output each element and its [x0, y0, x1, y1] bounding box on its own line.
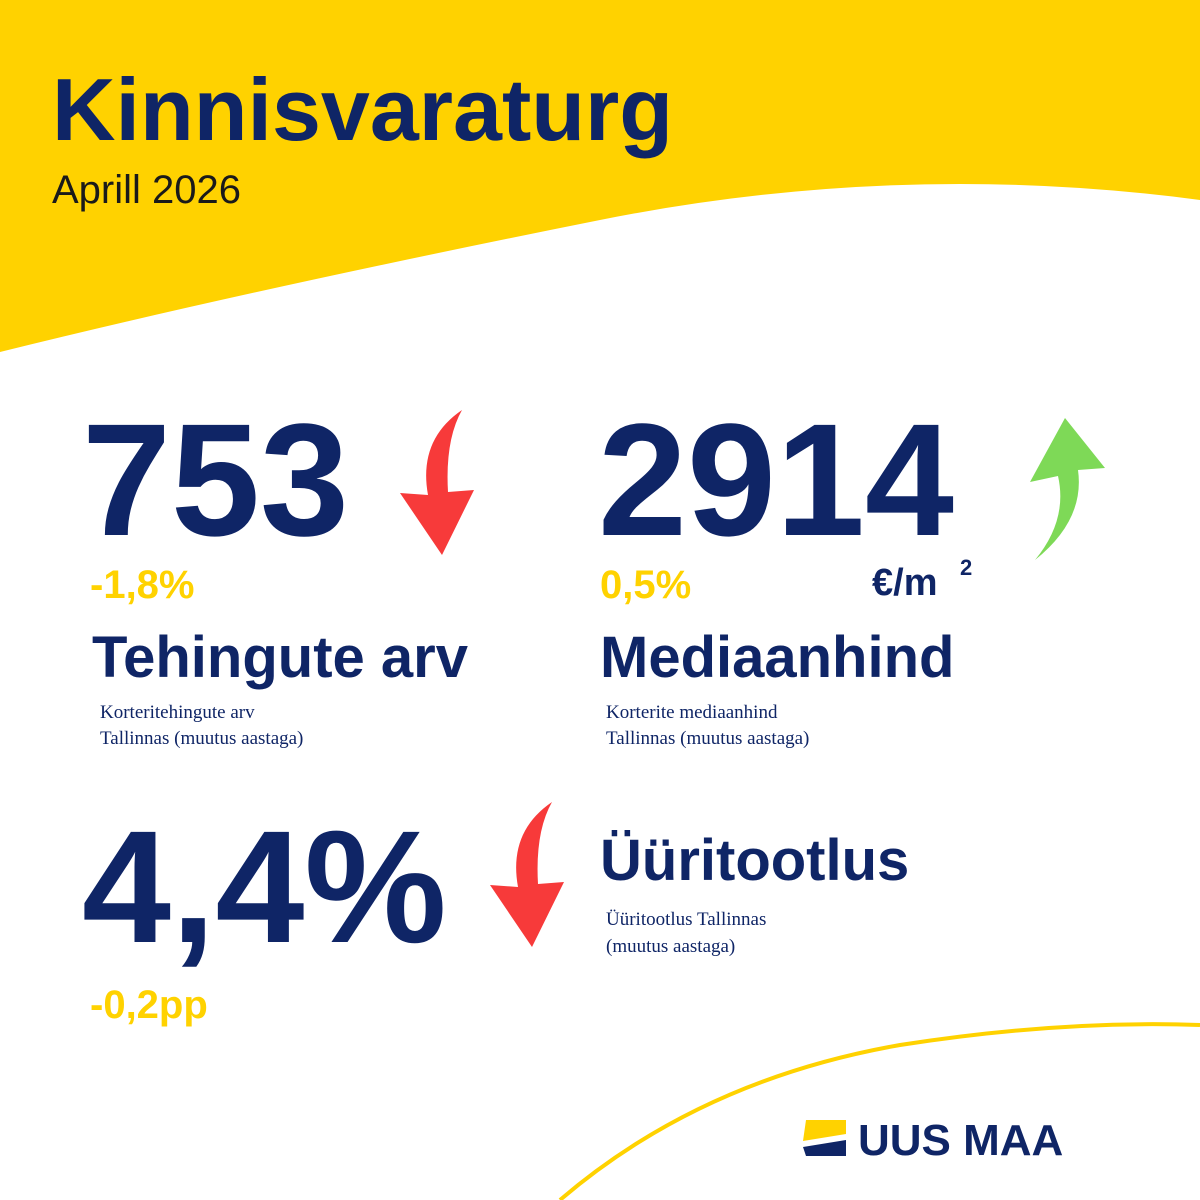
metric-description: Üüritootlus Tallinnas — [606, 909, 766, 930]
metric-label: Üüritootlus — [600, 828, 909, 893]
metric-unit-superscript: 2 — [960, 555, 972, 580]
decor-curve — [558, 1022, 1200, 1200]
metric-value: 2914 — [598, 390, 954, 569]
metric-description: Tallinnas (muutus aastaga) — [606, 728, 809, 749]
logo-icon-bottom — [803, 1140, 846, 1156]
down-arrow — [400, 410, 474, 555]
metric-value: 753 — [82, 390, 349, 569]
header-band — [0, 0, 1200, 352]
up-arrow — [1030, 418, 1105, 560]
down-arrow — [490, 802, 564, 947]
metric-label: Mediaanhind — [600, 625, 954, 690]
metric-description: (muutus aastaga) — [606, 936, 735, 957]
metric-description: Tallinnas (muutus aastaga) — [100, 728, 303, 749]
title: Kinnisvaraturg — [52, 60, 673, 159]
subtitle: Aprill 2026 — [52, 168, 241, 212]
metric-value: 4,4% — [82, 797, 447, 976]
metric-description: Korteritehingute arv — [100, 702, 255, 723]
metric-label: Tehingute arv — [92, 625, 468, 690]
logo-text: UUS MAA — [858, 1116, 1063, 1165]
metric-change: -0,2pp — [90, 983, 208, 1027]
logo-icon-top — [803, 1120, 846, 1141]
metric-unit: €/m — [872, 562, 937, 604]
metric-description: Korterite mediaanhind — [606, 702, 778, 723]
logo: UUS MAA — [803, 1116, 1063, 1165]
metric-change: 0,5% — [600, 563, 691, 607]
metric-change: -1,8% — [90, 563, 195, 607]
